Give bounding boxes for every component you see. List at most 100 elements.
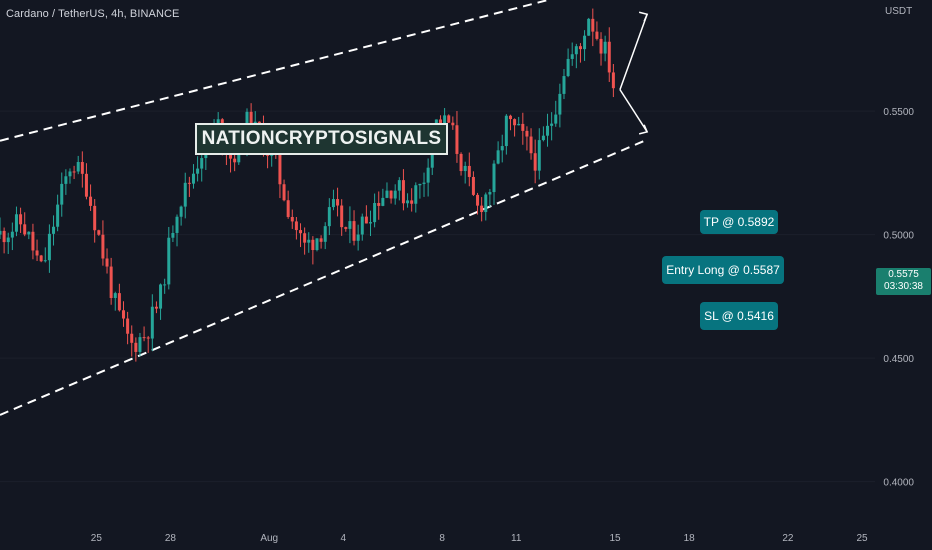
candle-body xyxy=(459,153,463,172)
candle-body xyxy=(541,135,545,141)
price-axis[interactable]: 0.75000.70000.65000.60000.55000.50000.45… xyxy=(883,0,914,489)
time-axis[interactable]: 25 28 Aug 4 8 11 15 18 22 25 xyxy=(91,533,868,544)
candle-body xyxy=(467,165,471,177)
candle-body xyxy=(167,237,171,285)
candle-body xyxy=(331,199,335,208)
watermark-text: NATIONCRYPTOSIGNALS xyxy=(201,128,442,149)
watermark-banner: NATIONCRYPTOSIGNALS xyxy=(195,123,448,155)
candle-body xyxy=(377,203,381,206)
entry-callout[interactable]: Entry Long @ 0.5587 xyxy=(662,256,784,284)
candle-body xyxy=(311,239,315,251)
candle-body xyxy=(56,204,60,227)
candle-body xyxy=(290,216,294,222)
candle-body xyxy=(80,162,84,174)
channel-upper-line xyxy=(0,0,553,142)
candle-body xyxy=(179,206,183,217)
candle-body xyxy=(587,18,591,36)
candle-body xyxy=(191,173,195,184)
candle-body xyxy=(52,226,56,234)
candle-body xyxy=(599,38,603,54)
candle-body xyxy=(476,194,480,206)
last-price-value: 0.5575 xyxy=(888,269,919,280)
candle-body xyxy=(196,168,200,174)
candle-body xyxy=(183,182,187,207)
candle-body xyxy=(216,119,220,125)
candle-body xyxy=(122,310,125,319)
grid xyxy=(0,0,875,482)
candle-body xyxy=(159,284,163,309)
candle-body xyxy=(89,196,93,206)
candle-body xyxy=(23,224,27,235)
candle-body xyxy=(463,165,467,172)
candle-body xyxy=(229,153,233,159)
candle-body xyxy=(117,293,121,311)
candle-body xyxy=(471,176,475,195)
time-tick-label: Aug xyxy=(260,533,278,544)
candle-body xyxy=(336,199,340,206)
candle-body xyxy=(537,140,541,171)
candle-body xyxy=(397,180,401,191)
candle-body xyxy=(126,318,130,334)
candle-body xyxy=(278,154,282,185)
stop-loss-callout[interactable]: SL @ 0.5416 xyxy=(700,302,778,330)
candle-body xyxy=(381,197,385,206)
candle-body xyxy=(47,233,51,261)
candle-body xyxy=(109,266,113,298)
candle-body xyxy=(574,46,578,55)
candle-body xyxy=(480,205,484,213)
candle-body xyxy=(130,333,134,343)
candle-body xyxy=(373,203,377,223)
candle-body xyxy=(64,176,68,184)
candle-body xyxy=(385,190,389,198)
candle-body xyxy=(307,239,311,243)
take-profit-callout[interactable]: TP @ 0.5892 xyxy=(700,210,778,234)
candle-body xyxy=(10,231,14,238)
candle-body xyxy=(521,123,525,131)
candle-body xyxy=(558,93,562,115)
candle-body xyxy=(35,250,39,256)
candle-body xyxy=(150,306,154,339)
candle-body xyxy=(39,255,43,262)
sl-arrow xyxy=(619,89,648,133)
price-tick-label: 0.5000 xyxy=(883,231,914,242)
candle-body xyxy=(356,234,360,241)
candle-body xyxy=(426,167,430,183)
time-tick-label: 25 xyxy=(91,533,103,544)
candle-body xyxy=(113,293,117,298)
channel-lines xyxy=(0,0,646,416)
candle-body xyxy=(401,180,405,204)
candle-body xyxy=(496,150,500,164)
candle-body xyxy=(525,130,529,137)
candle-body xyxy=(200,158,204,169)
candle-body xyxy=(500,146,504,151)
candle-body xyxy=(566,58,570,77)
candle-body xyxy=(352,221,356,241)
candle-body xyxy=(607,41,611,73)
candle-body xyxy=(348,221,352,229)
candle-body xyxy=(72,171,76,173)
candle-body xyxy=(455,125,459,154)
price-tick-label: 0.5500 xyxy=(883,107,914,118)
candle-body xyxy=(19,214,23,225)
candle-body xyxy=(389,190,393,199)
price-tick-label: 0.4500 xyxy=(883,354,914,365)
candle-body xyxy=(414,185,418,204)
time-tick-label: 11 xyxy=(511,533,522,544)
candle-body xyxy=(6,237,10,243)
candle-body xyxy=(282,184,286,201)
currency-label: USDT xyxy=(885,6,913,17)
channel-lower-line xyxy=(0,139,646,416)
candle-body xyxy=(68,171,72,177)
price-tick-label: 0.4000 xyxy=(883,478,914,489)
candle-body xyxy=(2,230,6,243)
time-tick-label: 15 xyxy=(609,533,621,544)
candle-body xyxy=(60,183,64,205)
candle-body xyxy=(550,123,554,126)
candle-body xyxy=(360,216,364,235)
candle-body xyxy=(488,192,492,195)
time-tick-label: 25 xyxy=(856,533,868,544)
symbol-title[interactable]: Cardano / TetherUS, 4h, BINANCE xyxy=(6,8,180,20)
candle-body xyxy=(27,231,31,235)
